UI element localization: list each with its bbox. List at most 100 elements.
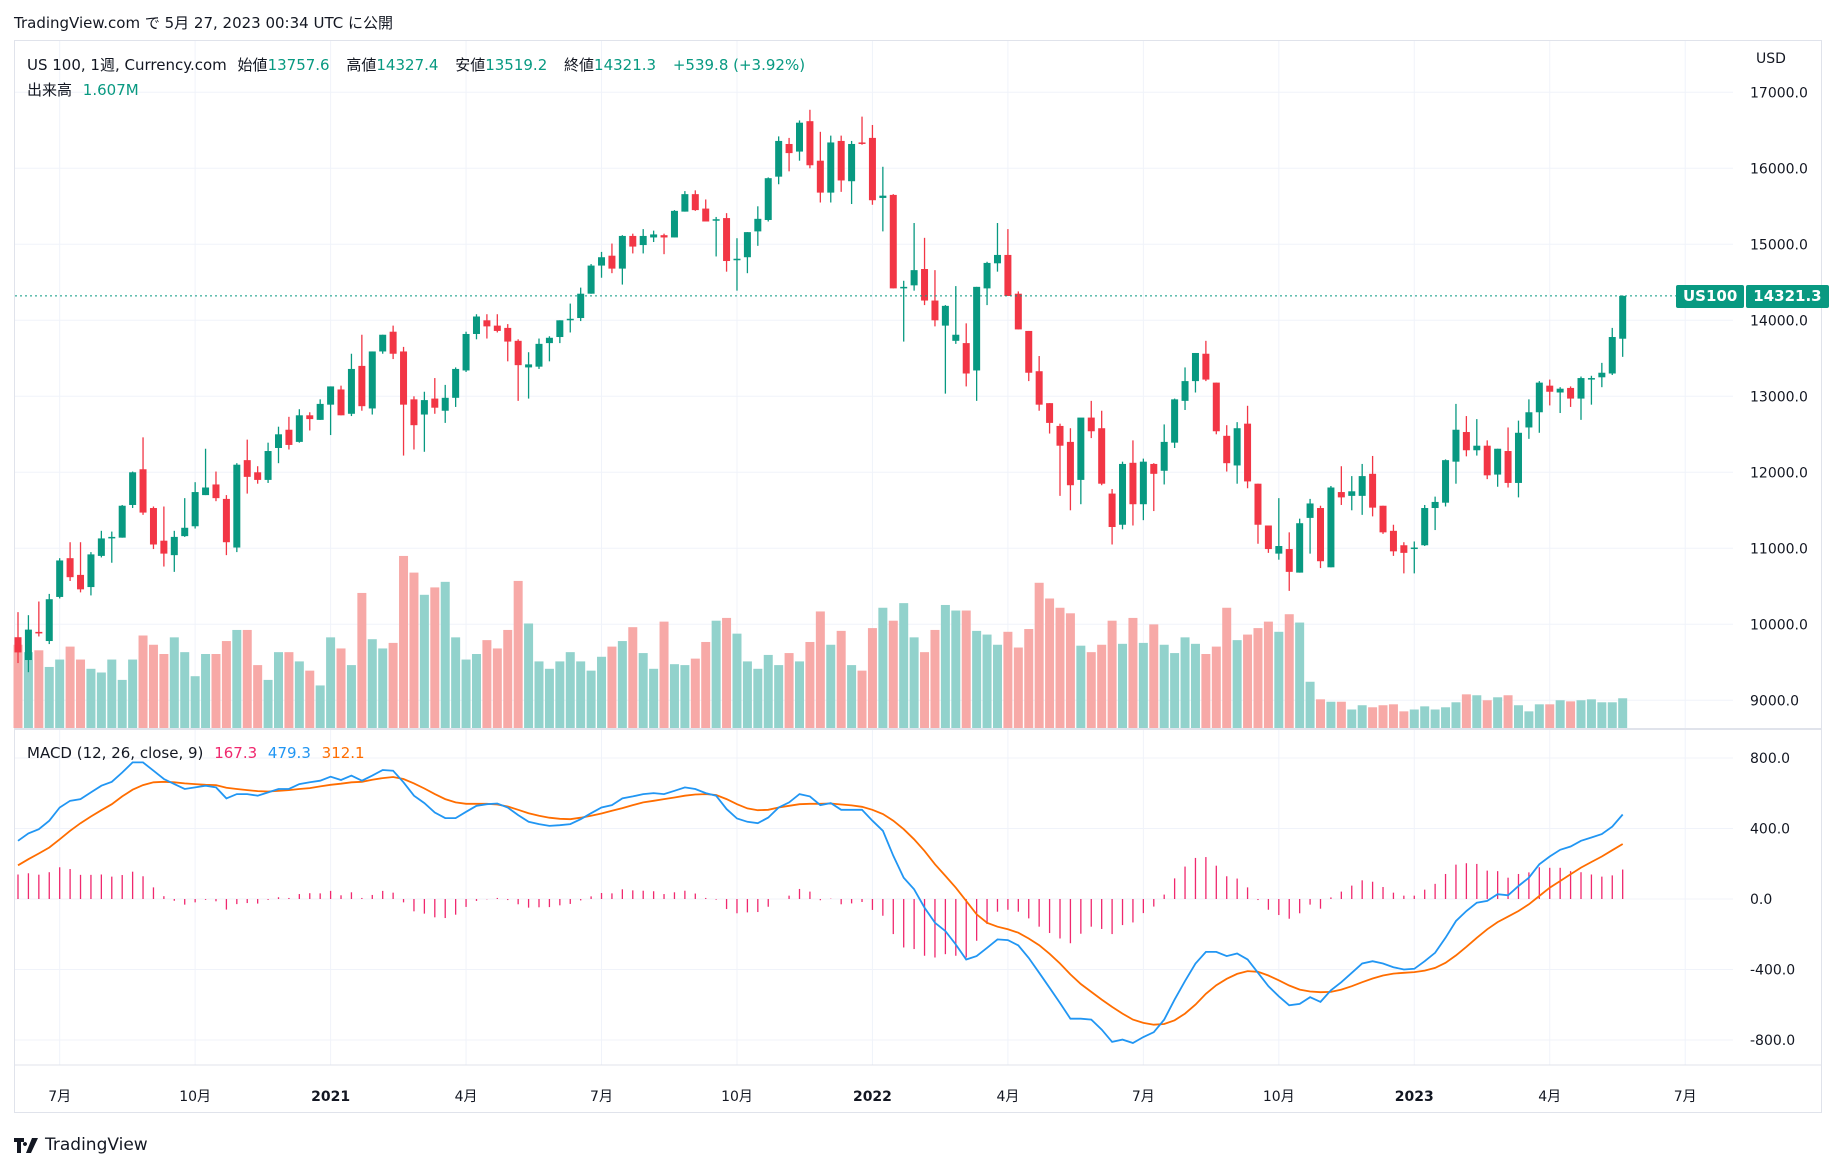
candle bbox=[556, 320, 564, 344]
candle bbox=[1514, 420, 1522, 498]
candle-body bbox=[743, 232, 751, 258]
candle bbox=[889, 194, 897, 289]
candle bbox=[264, 442, 272, 483]
candle bbox=[1129, 440, 1137, 526]
candle bbox=[441, 384, 449, 423]
volume-bar bbox=[357, 592, 367, 728]
volume-bar bbox=[471, 654, 481, 728]
candle bbox=[327, 386, 335, 436]
candle bbox=[1035, 356, 1043, 411]
candle-body bbox=[733, 258, 741, 261]
candle-body bbox=[431, 398, 439, 408]
candle-body bbox=[1442, 460, 1450, 503]
candle-body bbox=[306, 415, 314, 420]
candle bbox=[1598, 362, 1606, 388]
candle bbox=[493, 314, 501, 333]
volume-bar bbox=[1118, 643, 1128, 728]
candle-body bbox=[1400, 545, 1408, 553]
candle-body bbox=[1223, 435, 1231, 464]
candle-body bbox=[754, 218, 762, 232]
candle-body bbox=[910, 270, 918, 286]
volume-bar bbox=[815, 611, 825, 728]
volume-bar bbox=[1388, 704, 1398, 728]
macd-tick-label: -800.0 bbox=[1750, 1033, 1795, 1049]
candle bbox=[1452, 403, 1460, 484]
candle-body bbox=[170, 536, 178, 556]
candle-body bbox=[1556, 388, 1564, 393]
candle bbox=[733, 238, 741, 291]
candle bbox=[1337, 466, 1345, 505]
tradingview-logo[interactable]: TradingView bbox=[14, 1135, 148, 1155]
candle-body bbox=[837, 140, 845, 181]
candle bbox=[1494, 448, 1502, 487]
candle-body bbox=[723, 218, 731, 262]
symbol-title[interactable]: US 100, 1週, Currency.com bbox=[27, 56, 227, 74]
volume-bar bbox=[659, 621, 669, 728]
time-tick-label: 7月 bbox=[1674, 1089, 1697, 1105]
candle bbox=[921, 237, 929, 306]
signal-line bbox=[17, 776, 1624, 1026]
candle bbox=[910, 223, 918, 291]
candle bbox=[202, 448, 210, 496]
volume-bar bbox=[680, 665, 690, 728]
candle bbox=[389, 325, 397, 360]
candle-body bbox=[1035, 371, 1043, 405]
candle bbox=[87, 552, 95, 596]
volume-bar bbox=[1232, 640, 1242, 728]
volume-bar bbox=[972, 630, 982, 728]
candle bbox=[900, 280, 908, 342]
candle-body bbox=[77, 574, 85, 590]
candle bbox=[1025, 330, 1033, 382]
volume-bar bbox=[565, 652, 575, 728]
volume-label[interactable]: 出来高 bbox=[27, 81, 73, 99]
candle bbox=[587, 264, 595, 294]
candle bbox=[993, 223, 1001, 272]
ohlc-legend: US 100, 1週, Currency.com 始値13757.6 高値143… bbox=[27, 54, 811, 75]
time-tick-label: 7月 bbox=[48, 1089, 71, 1105]
candle-body bbox=[191, 492, 199, 527]
volume-bar bbox=[649, 668, 659, 728]
volume-bar bbox=[1336, 701, 1346, 728]
candle-body bbox=[587, 265, 595, 294]
candle bbox=[1410, 541, 1418, 574]
time-tick-label: 10月 bbox=[179, 1089, 211, 1105]
volume-bar bbox=[1326, 701, 1336, 728]
grid bbox=[15, 41, 1733, 1065]
badge-price: 14321.3 bbox=[1746, 285, 1829, 308]
volume-bar bbox=[482, 640, 492, 728]
candle bbox=[973, 286, 981, 401]
candle-body bbox=[337, 389, 345, 416]
close-label: 終値 bbox=[564, 56, 595, 74]
volume-bar bbox=[65, 646, 75, 728]
candle-body bbox=[764, 178, 772, 220]
volume-bar bbox=[544, 668, 554, 728]
candle-body bbox=[1494, 448, 1502, 475]
candle-body bbox=[900, 286, 908, 289]
macd-histogram bbox=[17, 857, 1624, 958]
volume-bar bbox=[1274, 631, 1284, 728]
candle-body bbox=[1452, 429, 1460, 462]
macd-title[interactable]: MACD (12, 26, close, 9) bbox=[27, 744, 204, 762]
volume-bar bbox=[1451, 702, 1461, 728]
candle-body bbox=[577, 293, 585, 319]
volume-bar bbox=[242, 629, 252, 728]
candle bbox=[1546, 379, 1554, 406]
volume-bar bbox=[711, 620, 721, 728]
candle-body bbox=[1296, 523, 1304, 573]
candle bbox=[108, 531, 116, 563]
candle-body bbox=[1525, 412, 1533, 428]
candle bbox=[295, 409, 303, 443]
candle-body bbox=[66, 558, 74, 578]
volume-bar bbox=[180, 652, 190, 728]
volume-bar bbox=[346, 665, 356, 728]
candle-body bbox=[1608, 337, 1616, 374]
volume-bar bbox=[1013, 647, 1023, 728]
candle-body bbox=[1077, 417, 1085, 480]
candle-body bbox=[1191, 352, 1199, 382]
macd-line bbox=[17, 761, 1624, 1044]
candle-body bbox=[1598, 372, 1606, 378]
candle-series bbox=[14, 109, 1627, 673]
candle bbox=[420, 391, 428, 452]
currency-label[interactable]: USD bbox=[1756, 51, 1786, 67]
